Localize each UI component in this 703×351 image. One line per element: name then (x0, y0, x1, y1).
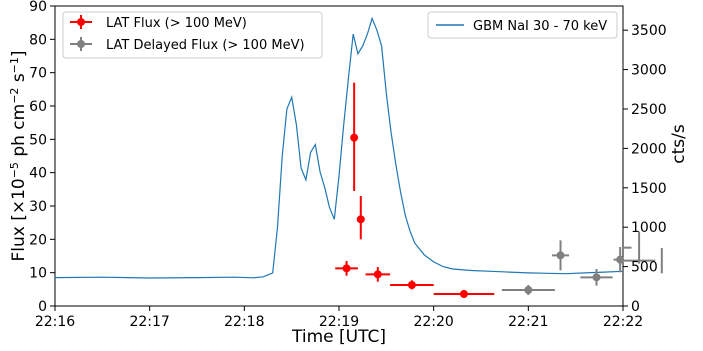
x-tick-label: 22:16 (35, 314, 75, 330)
lat-series (335, 82, 663, 298)
y-right-tick-label: 3000 (631, 63, 667, 79)
legend-lat-delayed-label: LAT Delayed Flux (> 100 MeV) (106, 38, 305, 53)
data-marker (373, 270, 382, 279)
y-left-axis-title: Flux [×10−5 ph cm−2 s−1] (8, 50, 30, 261)
y-left-label-part3: s (9, 73, 29, 87)
y-left-label-part1: Flux [×10 (9, 178, 29, 261)
x-axis-title: Time [UTC] (291, 327, 386, 347)
data-marker (616, 255, 625, 264)
legend-lat-marker (70, 15, 92, 29)
y-right-tick-label: 3500 (631, 23, 667, 39)
gbm-series (54, 16, 624, 279)
y-left-tick-label: 20 (29, 232, 47, 248)
gbm-light-curve (54, 16, 624, 279)
y-left-label-close: ] (9, 50, 29, 57)
legend-left-box (62, 11, 323, 59)
data-marker (350, 133, 359, 142)
lat-flux-point (350, 82, 359, 191)
legend-lat-delayed-marker (70, 37, 92, 51)
legend-right-box (427, 11, 618, 39)
y-left-tick-label: 60 (29, 99, 47, 115)
lat-delayed-flux-point (580, 269, 613, 286)
lat-flux-point (356, 196, 365, 240)
y-right-tick-label: 1500 (631, 181, 667, 197)
y-right-tick-label: 500 (631, 260, 658, 276)
lat-delayed-flux-point (623, 231, 641, 264)
x-tick-label: 22:20 (413, 314, 453, 330)
y-left-tick-label: 30 (29, 199, 47, 215)
legend-left: LAT Flux (> 100 MeV) LAT Delayed Flux (>… (62, 11, 323, 59)
y-right-axis-title: cts/s (669, 124, 689, 164)
legend-right: GBM NaI 30 - 70 keV (427, 11, 618, 39)
lat-flux-point (433, 290, 495, 298)
y-left-label-exp1: −5 (8, 162, 21, 178)
y-right-tick-label: 2000 (631, 141, 667, 157)
lat-delayed-flux-point (613, 247, 625, 273)
x-tick-label: 22:19 (319, 314, 359, 330)
data-marker (459, 290, 468, 298)
data-marker (592, 273, 601, 282)
y-left-label-part2: ph cm (9, 104, 29, 162)
legend-lat-label: LAT Flux (> 100 MeV) (106, 16, 247, 31)
y-right-tick-label: 1000 (631, 220, 667, 236)
x-tick-label: 22:18 (224, 314, 264, 330)
y-left-tick-label: 40 (29, 166, 47, 182)
x-tick-label: 22:22 (603, 314, 643, 330)
y-left-tick-label: 70 (29, 66, 47, 82)
y-right-tick-label: 2500 (631, 102, 667, 118)
y-left-tick-label: 10 (29, 266, 47, 282)
x-tick-label: 22:21 (508, 314, 548, 330)
data-marker (356, 215, 365, 224)
data-marker (407, 281, 416, 289)
lat-flux-point (335, 261, 358, 276)
data-marker (524, 286, 533, 294)
lat-flux-point (390, 280, 434, 290)
y-left-tick-label: 80 (29, 32, 47, 48)
x-tick-label: 22:17 (129, 314, 169, 330)
y-left-tick-label: 90 (29, 0, 47, 15)
y-left-tick-label: 50 (29, 132, 47, 148)
legend-gbm-label: GBM NaI 30 - 70 keV (473, 19, 607, 34)
data-marker (342, 264, 351, 273)
axes: 22:16 22:17 22:18 22:19 22:20 22:21 22:2201020… (29, 0, 666, 330)
y-left-label-exp3: −1 (8, 57, 21, 73)
y-left-label-exp2: −2 (8, 88, 21, 104)
lat-flux-point (365, 267, 391, 282)
y-left-tick-label: 0 (38, 299, 47, 315)
lat-delayed-flux-point (623, 248, 663, 274)
y-right-tick-label: 0 (631, 299, 640, 315)
data-marker (556, 251, 565, 260)
lat-delayed-flux-point (552, 240, 570, 271)
lat-delayed-flux-point (501, 285, 555, 295)
